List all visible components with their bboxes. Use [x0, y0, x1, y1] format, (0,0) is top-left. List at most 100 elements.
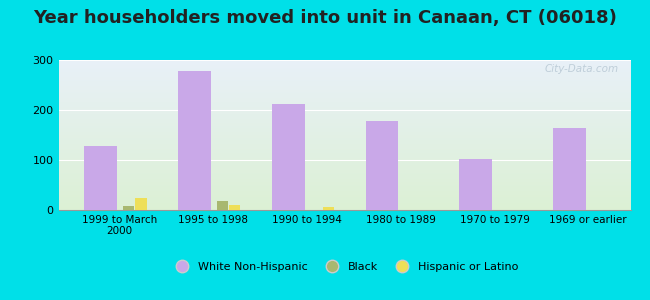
Bar	[58, 172, 630, 174]
Bar	[58, 116, 630, 117]
Bar	[58, 144, 630, 146]
Bar	[58, 135, 630, 136]
Bar	[58, 196, 630, 198]
Bar	[58, 183, 630, 184]
Bar	[58, 60, 630, 61]
Bar	[58, 188, 630, 189]
Bar	[58, 82, 630, 84]
Bar	[58, 108, 630, 110]
Bar	[58, 168, 630, 170]
Bar	[58, 61, 630, 63]
Text: City-Data.com: City-Data.com	[545, 64, 619, 74]
Bar	[58, 150, 630, 152]
Bar	[58, 138, 630, 140]
Bar	[58, 159, 630, 160]
Bar	[58, 75, 630, 76]
Bar	[58, 94, 630, 96]
Legend: White Non-Hispanic, Black, Hispanic or Latino: White Non-Hispanic, Black, Hispanic or L…	[166, 258, 523, 276]
Bar	[58, 90, 630, 92]
Bar	[58, 141, 630, 142]
Bar	[58, 123, 630, 124]
Bar	[58, 64, 630, 66]
Bar	[58, 148, 630, 150]
Bar	[58, 153, 630, 154]
Bar	[58, 176, 630, 177]
Bar	[58, 99, 630, 100]
Bar	[135, 197, 147, 210]
Bar	[58, 63, 630, 64]
Bar	[58, 195, 630, 196]
Bar	[58, 126, 630, 128]
Bar	[58, 167, 630, 168]
Bar	[58, 132, 630, 134]
Bar	[58, 93, 630, 94]
Bar	[58, 134, 630, 135]
Bar	[58, 88, 630, 90]
Bar	[58, 162, 630, 164]
Bar	[58, 70, 630, 72]
Bar	[58, 164, 630, 165]
Bar	[58, 105, 630, 106]
Bar	[58, 72, 630, 74]
Bar	[58, 69, 630, 70]
Bar	[58, 114, 630, 116]
Bar	[58, 158, 630, 159]
Bar	[58, 129, 630, 130]
Bar	[58, 78, 630, 80]
Bar	[58, 100, 630, 102]
Bar	[58, 136, 630, 138]
Bar	[323, 206, 334, 210]
Bar	[58, 184, 630, 186]
Bar	[58, 118, 630, 120]
Bar	[178, 71, 211, 210]
Bar	[58, 102, 630, 104]
Bar	[124, 206, 135, 210]
Bar	[460, 159, 492, 210]
Bar	[58, 186, 630, 188]
Bar	[58, 169, 630, 171]
Bar	[217, 201, 228, 210]
Bar	[58, 76, 630, 78]
Bar	[58, 112, 630, 114]
Bar	[58, 171, 630, 172]
Bar	[58, 74, 630, 75]
Bar	[58, 194, 630, 195]
Bar	[58, 130, 630, 132]
Bar	[58, 189, 630, 190]
Bar	[58, 147, 630, 148]
Bar	[229, 205, 240, 210]
Bar	[58, 66, 630, 68]
Bar	[58, 142, 630, 144]
Bar	[58, 124, 630, 126]
Bar	[84, 146, 117, 210]
Bar	[58, 85, 630, 87]
Bar	[58, 84, 630, 86]
Bar	[58, 204, 630, 206]
Bar	[58, 174, 630, 176]
Bar	[58, 98, 630, 99]
Bar	[58, 200, 630, 201]
Bar	[58, 190, 630, 192]
Bar	[58, 92, 630, 93]
Bar	[58, 122, 630, 123]
Bar	[58, 81, 630, 82]
Bar	[58, 106, 630, 108]
Bar	[58, 68, 630, 69]
Bar	[58, 120, 630, 122]
Bar	[272, 103, 305, 210]
Bar	[58, 206, 630, 207]
Bar	[58, 198, 630, 200]
Bar	[58, 156, 630, 158]
Bar	[58, 96, 630, 98]
Text: Year householders moved into unit in Canaan, CT (06018): Year householders moved into unit in Can…	[33, 9, 617, 27]
Bar	[58, 117, 630, 118]
Bar	[58, 103, 630, 105]
Bar	[58, 178, 630, 180]
Bar	[58, 80, 630, 81]
Bar	[58, 111, 630, 112]
Bar	[365, 121, 398, 210]
Bar	[553, 128, 586, 210]
Bar	[58, 208, 630, 210]
Bar	[58, 146, 630, 147]
Bar	[58, 207, 630, 208]
